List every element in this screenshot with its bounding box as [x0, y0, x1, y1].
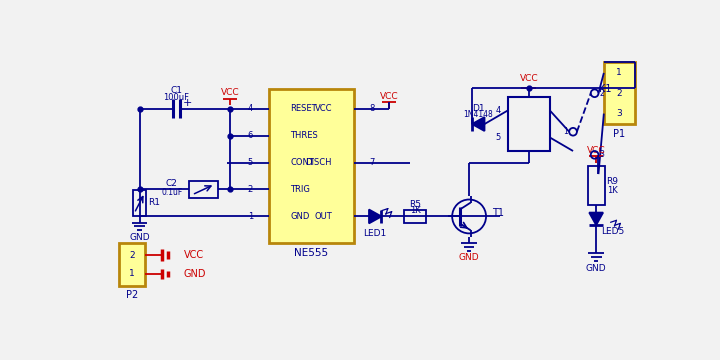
Text: 1: 1 — [563, 127, 568, 136]
Text: GND: GND — [586, 264, 606, 273]
Text: D1: D1 — [472, 104, 485, 113]
Text: 1: 1 — [248, 212, 253, 221]
Text: 8: 8 — [369, 104, 375, 113]
Text: CONT: CONT — [290, 158, 315, 167]
Text: +: + — [183, 98, 192, 108]
Bar — [119, 243, 145, 286]
Text: LED5: LED5 — [601, 228, 625, 237]
Text: VCC: VCC — [519, 74, 538, 83]
Text: 1K: 1K — [607, 186, 618, 195]
Text: VCC: VCC — [379, 92, 398, 101]
Text: GND: GND — [184, 269, 206, 279]
Text: 1: 1 — [129, 269, 135, 278]
Text: VCC: VCC — [315, 104, 332, 113]
Bar — [508, 97, 550, 151]
Text: THRES: THRES — [290, 131, 318, 140]
Bar — [132, 189, 146, 216]
Polygon shape — [589, 213, 603, 225]
Text: 100uF: 100uF — [163, 93, 189, 102]
Text: OUT: OUT — [315, 212, 332, 221]
Polygon shape — [472, 117, 485, 131]
Bar — [405, 210, 426, 222]
Text: 2: 2 — [600, 89, 605, 98]
Text: 4: 4 — [248, 104, 253, 113]
Bar — [269, 89, 354, 243]
Bar — [604, 62, 634, 124]
Text: 2: 2 — [616, 89, 622, 98]
Text: P1: P1 — [613, 129, 625, 139]
Text: VCC: VCC — [221, 88, 240, 97]
Text: 6: 6 — [248, 131, 253, 140]
Text: 5: 5 — [496, 133, 501, 142]
Text: R1: R1 — [148, 198, 160, 207]
Text: T1: T1 — [492, 208, 504, 217]
Text: 3: 3 — [369, 212, 375, 221]
Text: GND: GND — [459, 253, 480, 262]
Text: 4: 4 — [496, 106, 501, 115]
Text: 5: 5 — [248, 158, 253, 167]
Text: DISCH: DISCH — [305, 158, 332, 167]
Bar — [189, 181, 218, 198]
Text: 2: 2 — [248, 185, 253, 194]
Text: GND: GND — [290, 212, 310, 221]
Text: 7: 7 — [369, 158, 375, 167]
Text: 1N4148: 1N4148 — [464, 110, 493, 119]
Text: 1K: 1K — [410, 206, 420, 215]
Text: LED1: LED1 — [364, 229, 387, 238]
Text: C1: C1 — [171, 86, 182, 95]
Text: P2: P2 — [126, 290, 138, 300]
Text: 2: 2 — [129, 251, 135, 260]
Text: 3: 3 — [600, 150, 605, 159]
Text: 1: 1 — [616, 68, 622, 77]
Text: K1: K1 — [599, 84, 612, 94]
Text: TRIG: TRIG — [290, 185, 310, 194]
Text: VCC: VCC — [184, 250, 204, 260]
Text: C2: C2 — [166, 179, 178, 188]
Polygon shape — [369, 210, 382, 223]
Text: VCC: VCC — [587, 146, 606, 155]
Text: 3: 3 — [616, 109, 622, 118]
Text: RESET: RESET — [290, 104, 317, 113]
Text: R5: R5 — [409, 200, 421, 209]
Bar — [588, 166, 605, 205]
Text: GND: GND — [129, 233, 150, 242]
Text: 0.1uF: 0.1uF — [161, 188, 182, 197]
Text: NE555: NE555 — [294, 248, 328, 258]
Text: R9: R9 — [606, 177, 618, 186]
